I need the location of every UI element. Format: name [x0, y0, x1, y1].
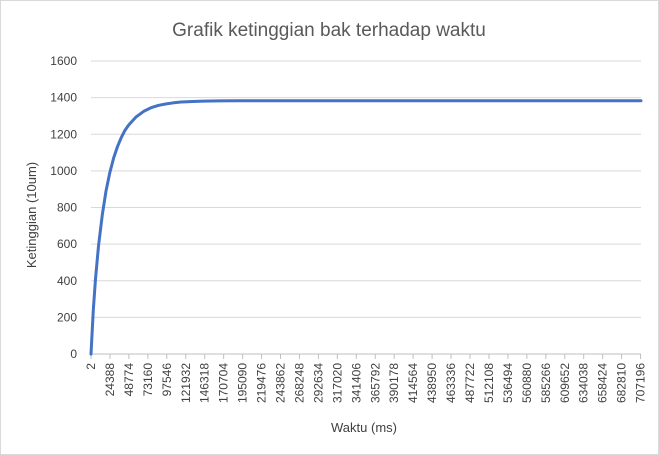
x-tick-label: 560880 [520, 363, 534, 403]
x-tick-label: 512108 [482, 363, 496, 403]
x-tick-label: 146318 [198, 363, 212, 403]
y-tick-label: 0 [70, 347, 77, 361]
x-tick-label: 243862 [274, 363, 288, 403]
x-tick-label: 414564 [406, 363, 420, 403]
y-tick-label: 1200 [50, 127, 77, 141]
y-tick-label: 600 [57, 237, 77, 251]
x-tick-label: 682810 [615, 363, 629, 403]
x-tick-label: 317020 [330, 363, 344, 403]
x-tick-label: 97546 [160, 363, 174, 397]
chart-title: Grafik ketinggian bak terhadap waktu [172, 20, 486, 41]
x-tick-label: 219476 [255, 363, 269, 403]
y-axis-label: Ketinggian (10um) [24, 162, 39, 268]
gridlines [91, 60, 641, 355]
x-tick-label: 585266 [539, 363, 553, 403]
y-tick-label: 400 [57, 274, 77, 288]
y-tick-label: 1400 [50, 91, 77, 105]
x-tick-label: 48774 [122, 363, 136, 397]
x-tick-label: 341406 [349, 363, 363, 403]
x-tick-label: 536494 [501, 363, 515, 403]
x-tick-label: 170704 [217, 363, 231, 403]
x-tick-label: 365792 [368, 363, 382, 403]
x-tick-label: 24388 [103, 363, 117, 397]
x-tick-label: 195090 [236, 363, 250, 403]
x-tick-label: 292634 [311, 363, 325, 403]
y-tick-label: 200 [57, 310, 77, 324]
x-tick-label: 2 [84, 363, 98, 370]
series-line [89, 99, 643, 356]
x-axis-label: Waktu (ms) [331, 420, 397, 435]
x-tick-label: 121932 [179, 363, 193, 403]
x-tick-label: 438950 [425, 363, 439, 403]
x-tick-label: 634038 [577, 363, 591, 403]
x-tick-label: 658424 [596, 363, 610, 403]
y-tick-label: 800 [57, 201, 77, 215]
y-tick-label: 1000 [50, 164, 77, 178]
x-axis-ticks: 2 24388 48774 73160 97546 121932 146318 170704 1… [84, 354, 648, 403]
y-axis-ticks: 0 200 400 600 800 1000 1200 1400 1600 [50, 54, 77, 361]
series-layer [89, 99, 643, 356]
x-tick-label: 707196 [634, 363, 648, 403]
x-tick-label: 487722 [463, 363, 477, 403]
x-tick-label: 268248 [292, 363, 306, 403]
y-tick-label: 1600 [50, 54, 77, 68]
x-tick-label: 609652 [558, 363, 572, 403]
x-tick-label: 390178 [387, 363, 401, 403]
x-tick-label: 463336 [444, 363, 458, 403]
x-tick-label: 73160 [141, 363, 155, 397]
